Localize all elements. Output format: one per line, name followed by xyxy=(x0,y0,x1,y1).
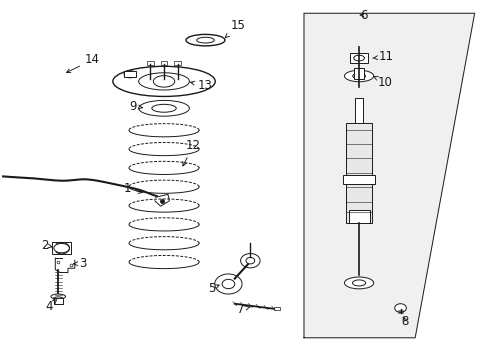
Text: 5: 5 xyxy=(207,282,219,295)
Ellipse shape xyxy=(240,253,260,268)
Bar xyxy=(348,211,369,223)
Bar xyxy=(124,71,136,77)
Ellipse shape xyxy=(139,100,189,116)
Bar xyxy=(273,307,279,310)
Ellipse shape xyxy=(185,35,224,46)
Ellipse shape xyxy=(51,294,65,299)
Bar xyxy=(52,242,71,254)
Bar xyxy=(353,68,363,79)
Ellipse shape xyxy=(53,297,63,301)
Text: 3: 3 xyxy=(73,257,86,270)
Bar xyxy=(174,61,181,65)
Ellipse shape xyxy=(124,71,136,78)
Bar xyxy=(354,98,363,126)
Ellipse shape xyxy=(214,274,242,294)
Ellipse shape xyxy=(54,243,69,253)
Ellipse shape xyxy=(113,66,215,96)
Text: 8: 8 xyxy=(401,315,408,328)
Text: 12: 12 xyxy=(183,139,201,166)
Text: 7: 7 xyxy=(237,303,250,316)
Text: 13: 13 xyxy=(190,79,212,92)
Text: 14: 14 xyxy=(66,53,100,73)
Text: 15: 15 xyxy=(225,19,245,37)
Bar xyxy=(349,53,367,63)
Ellipse shape xyxy=(196,37,214,43)
Bar xyxy=(54,298,62,304)
Text: 6: 6 xyxy=(359,9,367,22)
Ellipse shape xyxy=(245,257,254,264)
Ellipse shape xyxy=(344,277,373,289)
Text: 9: 9 xyxy=(129,100,142,113)
Text: 1: 1 xyxy=(123,182,142,195)
Text: 10: 10 xyxy=(373,76,391,89)
Text: 2: 2 xyxy=(41,239,52,252)
Ellipse shape xyxy=(352,280,365,286)
Ellipse shape xyxy=(353,55,364,61)
Ellipse shape xyxy=(394,304,406,312)
Text: 4: 4 xyxy=(45,300,57,313)
Polygon shape xyxy=(304,13,474,338)
Ellipse shape xyxy=(139,73,189,90)
Ellipse shape xyxy=(153,76,174,87)
Bar xyxy=(345,123,372,223)
Bar xyxy=(160,61,167,65)
Ellipse shape xyxy=(222,279,234,289)
Bar xyxy=(147,61,154,65)
Ellipse shape xyxy=(344,70,373,82)
Bar xyxy=(342,175,375,184)
Ellipse shape xyxy=(152,104,176,112)
Ellipse shape xyxy=(352,73,365,79)
Text: 11: 11 xyxy=(372,50,393,63)
